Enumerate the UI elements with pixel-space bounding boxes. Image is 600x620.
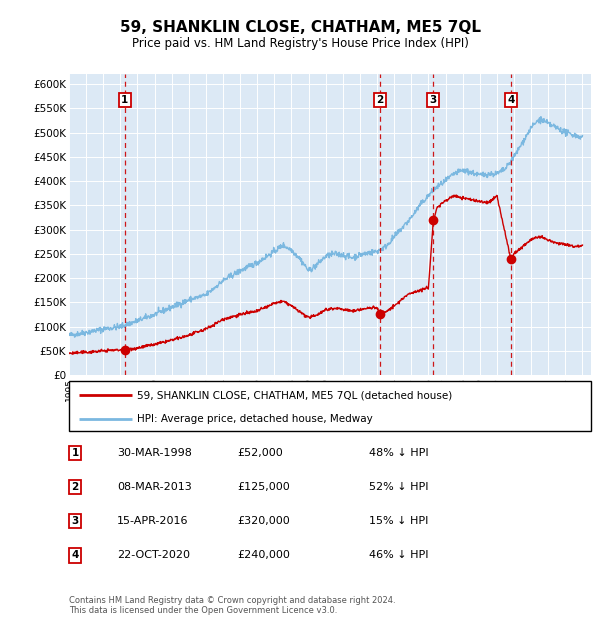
Text: 15% ↓ HPI: 15% ↓ HPI xyxy=(369,516,428,526)
Text: HPI: Average price, detached house, Medway: HPI: Average price, detached house, Medw… xyxy=(137,414,373,423)
Text: 52% ↓ HPI: 52% ↓ HPI xyxy=(369,482,428,492)
Text: 48% ↓ HPI: 48% ↓ HPI xyxy=(369,448,428,458)
Text: £125,000: £125,000 xyxy=(237,482,290,492)
Text: 3: 3 xyxy=(430,95,437,105)
Text: Price paid vs. HM Land Registry's House Price Index (HPI): Price paid vs. HM Land Registry's House … xyxy=(131,37,469,50)
Text: 4: 4 xyxy=(507,95,514,105)
Text: 59, SHANKLIN CLOSE, CHATHAM, ME5 7QL: 59, SHANKLIN CLOSE, CHATHAM, ME5 7QL xyxy=(119,20,481,35)
Text: Contains HM Land Registry data © Crown copyright and database right 2024.
This d: Contains HM Land Registry data © Crown c… xyxy=(69,596,395,615)
Text: £52,000: £52,000 xyxy=(237,448,283,458)
Text: 1: 1 xyxy=(71,448,79,458)
Text: 22-OCT-2020: 22-OCT-2020 xyxy=(117,550,190,560)
Text: £320,000: £320,000 xyxy=(237,516,290,526)
Text: 59, SHANKLIN CLOSE, CHATHAM, ME5 7QL (detached house): 59, SHANKLIN CLOSE, CHATHAM, ME5 7QL (de… xyxy=(137,390,452,400)
Text: 3: 3 xyxy=(71,516,79,526)
FancyBboxPatch shape xyxy=(69,381,591,431)
Text: 2: 2 xyxy=(71,482,79,492)
Text: 08-MAR-2013: 08-MAR-2013 xyxy=(117,482,192,492)
Text: £240,000: £240,000 xyxy=(237,550,290,560)
Text: 2: 2 xyxy=(377,95,384,105)
Text: 30-MAR-1998: 30-MAR-1998 xyxy=(117,448,192,458)
Text: 46% ↓ HPI: 46% ↓ HPI xyxy=(369,550,428,560)
Text: 15-APR-2016: 15-APR-2016 xyxy=(117,516,188,526)
Text: 4: 4 xyxy=(71,550,79,560)
Text: 1: 1 xyxy=(121,95,128,105)
